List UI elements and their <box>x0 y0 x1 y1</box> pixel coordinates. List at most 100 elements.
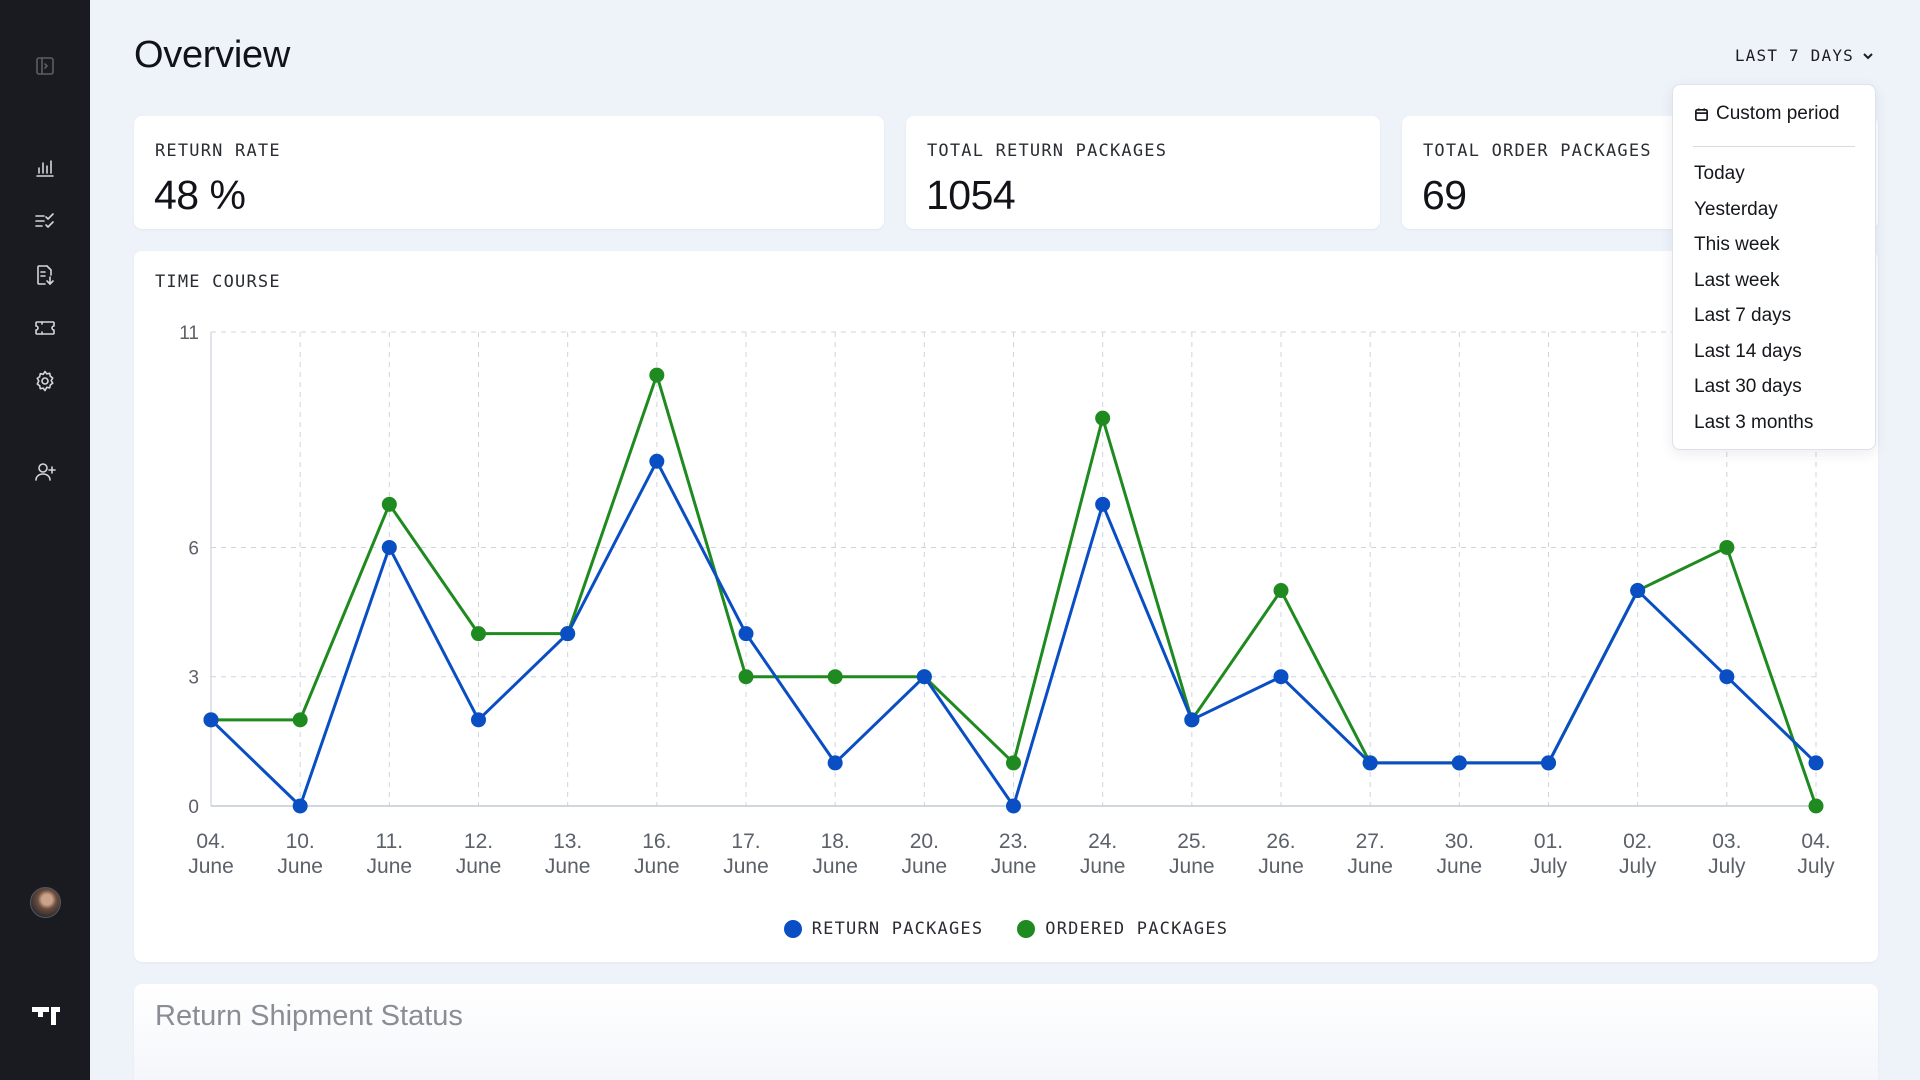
period-option[interactable]: This week <box>1694 234 1780 255</box>
custom-period-option[interactable]: Custom period <box>1694 103 1840 125</box>
legend-label: RETURN PACKAGES <box>811 919 984 939</box>
kpi-value: 48 % <box>154 172 246 218</box>
period-option[interactable]: Last 3 months <box>1694 411 1814 433</box>
time-course-chart: 0 3 6 11 04. June 10. June 11. June 12. June 13. June… <box>179 323 1835 878</box>
chart-legend: RETURN PACKAGES ORDERED PACKAGES <box>134 919 1878 939</box>
kpi-label: TOTAL RETURN PACKAGES <box>927 141 1168 161</box>
dropdown-divider <box>1693 146 1855 147</box>
add-user-icon[interactable] <box>31 458 59 486</box>
data-point <box>1719 669 1735 685</box>
data-point <box>649 453 665 469</box>
x-tick-label: 20. June <box>902 830 948 878</box>
data-point <box>916 669 932 685</box>
data-point <box>471 626 486 642</box>
data-point <box>1451 755 1467 771</box>
series-line <box>211 373 1818 807</box>
sidebar <box>0 0 90 1080</box>
data-point <box>738 669 754 685</box>
period-selector[interactable]: LAST 7 DAYS <box>1735 46 1874 65</box>
kpi-value: 69 <box>1422 172 1467 218</box>
bar-chart-icon[interactable] <box>31 154 59 182</box>
x-tick-label: 10. June <box>277 830 323 878</box>
x-tick-label: 25. June <box>1169 830 1215 878</box>
legend-item-ordered-packages[interactable]: ORDERED PACKAGES <box>1017 919 1228 939</box>
legend-label: ORDERED PACKAGES <box>1045 919 1229 939</box>
data-point <box>203 712 219 728</box>
data-point <box>1808 755 1824 771</box>
period-option[interactable]: Yesterday <box>1694 198 1778 220</box>
period-option[interactable]: Today <box>1694 163 1745 184</box>
kpi-value: 1054 <box>926 172 1016 218</box>
x-tick-label: 04. June <box>188 830 234 878</box>
legend-item-return-packages[interactable]: RETURN PACKAGES <box>783 919 984 939</box>
x-tick-label: 24. June <box>1080 830 1126 878</box>
data-point <box>1808 798 1824 814</box>
data-point <box>1184 712 1200 728</box>
data-point <box>292 798 308 814</box>
period-selector-label: LAST 7 DAYS <box>1734 46 1854 65</box>
return-shipment-status-card: Return Shipment Status <box>134 984 1878 1080</box>
data-point <box>827 755 843 771</box>
period-option[interactable]: Last 14 days <box>1694 340 1802 362</box>
chart-title: TIME COURSE <box>155 272 281 292</box>
period-dropdown-menu: Custom period Today Yesterday This week … <box>1672 84 1876 450</box>
kpi-card-return-rate: RETURN RATE 48 % <box>134 116 884 229</box>
x-tick-label: 01. July <box>1530 830 1568 878</box>
x-tick-label: 17. June <box>723 830 769 878</box>
period-options-list: Today Yesterday This week Last week Last… <box>1694 163 1813 447</box>
data-point <box>649 367 665 383</box>
period-option[interactable]: Last 30 days <box>1694 376 1802 397</box>
chevron-down-icon <box>1863 52 1873 59</box>
x-tick-label: 27. June <box>1347 830 1393 878</box>
x-tick-label: 12. June <box>456 830 502 878</box>
data-point <box>381 496 397 512</box>
calendar-icon <box>1695 107 1708 121</box>
gear-icon[interactable] <box>31 367 59 395</box>
x-tick-label: 04. July <box>1797 830 1835 878</box>
legend-dot <box>1017 920 1036 938</box>
legend-dot <box>783 920 802 938</box>
x-tick-label: 16. June <box>634 830 680 878</box>
data-point <box>471 712 486 728</box>
x-tick-label: 26. June <box>1258 830 1304 878</box>
x-tick-label: 11. June <box>367 830 413 878</box>
x-tick-label: 18. June <box>812 830 858 878</box>
data-point <box>1362 755 1378 771</box>
time-course-card: TIME COURSE 0 3 6 11 04. June 10. June 11. June 12… <box>134 251 1878 962</box>
data-point <box>560 626 576 642</box>
custom-period-label: Custom period <box>1716 103 1840 124</box>
data-point <box>1630 583 1646 599</box>
x-tick-label: 30. June <box>1437 830 1483 878</box>
data-point <box>1719 539 1735 555</box>
brand-logo-icon[interactable] <box>30 1000 62 1032</box>
data-point <box>1006 798 1021 814</box>
x-tick-label: 02. July <box>1619 830 1657 878</box>
section-title: Return Shipment Status <box>155 1000 463 1032</box>
period-option[interactable]: Last week <box>1694 269 1780 291</box>
data-point <box>1273 669 1289 685</box>
y-tick-label: 11 <box>179 323 199 344</box>
kpi-label: TOTAL ORDER PACKAGES <box>1423 141 1652 161</box>
x-tick-label: 13. June <box>545 830 591 878</box>
avatar[interactable] <box>30 887 61 918</box>
data-point <box>1273 583 1289 599</box>
checklist-icon[interactable] <box>31 207 59 235</box>
data-point <box>381 539 397 555</box>
data-point <box>827 669 843 685</box>
ticket-icon[interactable] <box>31 314 59 342</box>
data-point <box>738 626 754 642</box>
data-point <box>1006 755 1021 771</box>
data-point <box>1095 410 1111 426</box>
x-tick-label: 23. June <box>991 830 1037 878</box>
data-point <box>1095 496 1111 512</box>
y-tick-label: 6 <box>188 538 199 559</box>
y-tick-label: 3 <box>188 668 199 689</box>
page-title: Overview <box>134 34 290 76</box>
data-point <box>1541 755 1556 771</box>
data-point <box>292 712 308 728</box>
y-tick-label: 0 <box>188 797 199 818</box>
period-option[interactable]: Last 7 days <box>1694 305 1792 326</box>
document-download-icon[interactable] <box>31 261 59 289</box>
panel-toggle-icon[interactable] <box>31 52 59 80</box>
kpi-card-total-return-packages: TOTAL RETURN PACKAGES 1054 <box>906 116 1380 229</box>
